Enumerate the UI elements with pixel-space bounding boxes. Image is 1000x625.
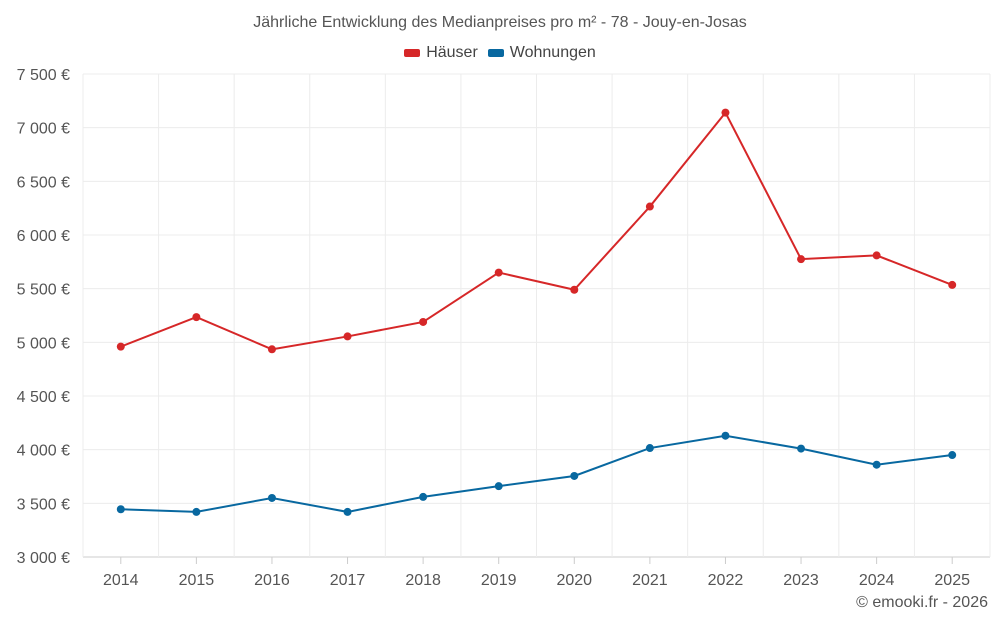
x-tick-label: 2023 (783, 572, 819, 589)
data-point-haeuser (116, 342, 125, 351)
data-point-wohnungen (797, 444, 806, 453)
x-tick-label: 2022 (708, 572, 744, 589)
data-point-haeuser (267, 345, 276, 354)
y-tick-label: 6 000 € (17, 228, 70, 245)
legend-item-haeuser[interactable]: Häuser (404, 44, 478, 62)
chart-title: Jährliche Entwicklung des Medianpreises … (253, 14, 747, 31)
y-tick-label: 4 000 € (17, 443, 70, 460)
y-tick-label: 3 500 € (17, 496, 70, 513)
data-point-haeuser (343, 332, 352, 341)
data-point-wohnungen (419, 492, 428, 501)
chart-legend: Häuser Wohnungen (0, 44, 1000, 62)
x-tick-label: 2016 (254, 572, 290, 589)
x-tick-label: 2021 (632, 572, 668, 589)
data-point-wohnungen (948, 451, 957, 460)
data-point-haeuser (192, 313, 201, 322)
legend-swatch-wohnungen (487, 49, 504, 57)
data-point-haeuser (948, 280, 957, 289)
y-tick-label: 6 500 € (17, 174, 70, 191)
data-point-wohnungen (645, 444, 654, 453)
data-point-wohnungen (721, 431, 730, 440)
data-point-wohnungen (494, 482, 503, 491)
data-point-wohnungen (570, 471, 579, 480)
data-point-wohnungen (192, 507, 201, 516)
y-tick-label: 5 000 € (17, 335, 70, 352)
data-point-wohnungen (116, 505, 125, 514)
x-tick-label: 2025 (934, 572, 970, 589)
legend-label-haeuser: Häuser (426, 44, 478, 61)
y-tick-label: 5 500 € (17, 282, 70, 299)
legend-swatch-haeuser (404, 49, 421, 57)
data-point-wohnungen (267, 493, 276, 502)
x-tick-label: 2020 (556, 572, 592, 589)
x-tick-label: 2024 (859, 572, 895, 589)
legend-label-wohnungen: Wohnungen (509, 44, 596, 61)
series-line-haeuser (120, 110, 953, 351)
copyright-credit: © emooki.fr - 2026 (856, 594, 988, 611)
data-point-haeuser (494, 268, 503, 277)
x-tick-label: 2017 (330, 572, 366, 589)
y-tick-label: 7 500 € (17, 67, 70, 84)
x-tick-label: 2014 (103, 572, 139, 589)
y-tick-label: 3 000 € (17, 550, 70, 567)
data-point-haeuser (419, 317, 428, 326)
series-line-wohnungen (120, 434, 953, 513)
data-point-haeuser (872, 251, 881, 260)
x-tick-label: 2015 (179, 572, 215, 589)
data-point-haeuser (645, 202, 654, 211)
x-tick-label: 2018 (405, 572, 441, 589)
data-point-haeuser (570, 285, 579, 294)
y-tick-label: 7 000 € (17, 121, 70, 138)
data-point-haeuser (721, 108, 730, 117)
data-point-wohnungen (343, 507, 352, 516)
x-tick-label: 2019 (481, 572, 517, 589)
legend-item-wohnungen[interactable]: Wohnungen (487, 44, 596, 62)
data-point-haeuser (797, 255, 806, 264)
data-point-wohnungen (872, 460, 881, 469)
y-tick-label: 4 500 € (17, 389, 70, 406)
